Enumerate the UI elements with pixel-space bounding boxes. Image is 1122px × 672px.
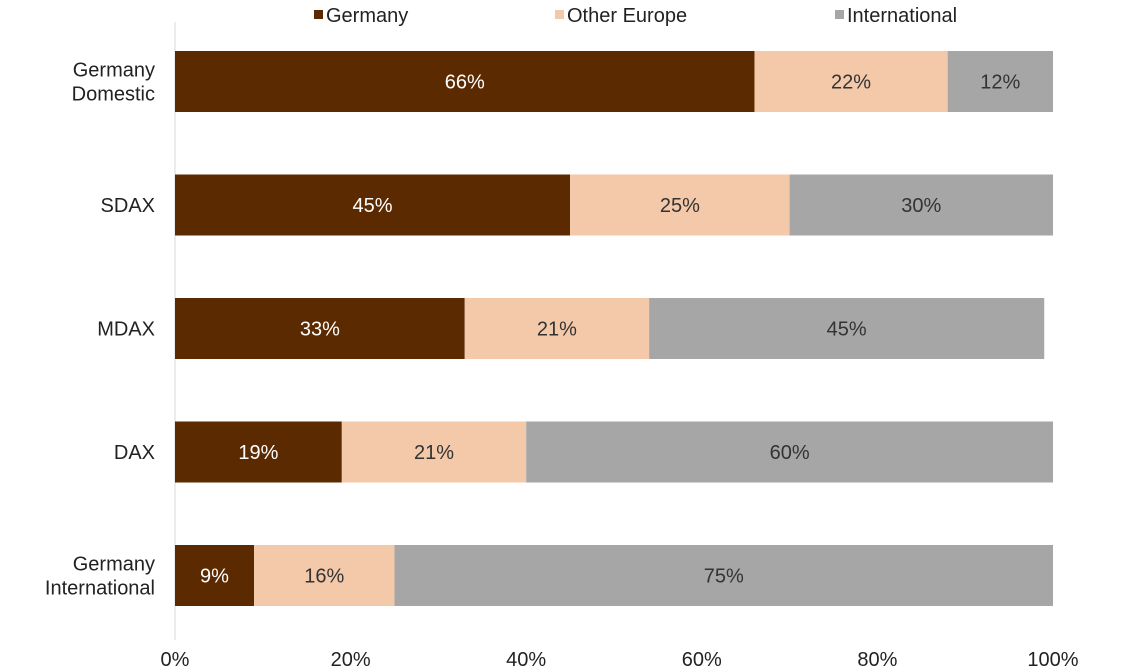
- data-label: 60%: [770, 442, 810, 464]
- category-label: SDAX: [101, 195, 155, 217]
- bar-segment-other-europe: [754, 51, 948, 112]
- x-tick-label: 100%: [1027, 649, 1078, 671]
- data-label: 25%: [660, 195, 700, 217]
- x-tick-label: 0%: [161, 649, 190, 671]
- data-label: 16%: [304, 566, 344, 588]
- data-label: 12%: [980, 72, 1020, 94]
- legend-swatch: [835, 10, 844, 19]
- bar-segment-international: [526, 421, 1053, 483]
- bar-segment-other-europe: [254, 545, 395, 606]
- bar-segment-other-europe: [464, 298, 650, 359]
- x-tick-labels: 0% 20% 40% 60% 80% 100%: [161, 649, 1079, 671]
- category-labels: Germany Domestic SDAX MDAX DAX Germany Interna…: [45, 60, 155, 600]
- legend-item-international: International: [835, 5, 957, 27]
- data-label: 21%: [414, 442, 454, 464]
- bar-segment-germany: [175, 421, 342, 483]
- bar-segment-germany: [175, 545, 255, 606]
- legend-swatch: [314, 10, 323, 19]
- category-label: MDAX: [97, 319, 155, 341]
- bar-segment-international: [649, 298, 1045, 359]
- legend-item-other-europe: Other Europe: [555, 5, 687, 27]
- data-label: 22%: [831, 72, 871, 94]
- category-label: DAX: [114, 442, 155, 464]
- bar-segment-germany: [175, 174, 571, 236]
- x-tick-label: 80%: [857, 649, 897, 671]
- bar-segment-other-europe: [570, 174, 790, 236]
- bars-group: 66% 22% 12% 45% 25% 30% 33% 21% 45% 19% 21% 60% 9% 16…: [175, 51, 1053, 606]
- x-tick-label: 40%: [506, 649, 546, 671]
- data-label: 21%: [537, 319, 577, 341]
- data-label: 45%: [353, 195, 393, 217]
- x-tick-label: 60%: [682, 649, 722, 671]
- x-tick-label: 20%: [331, 649, 371, 671]
- bar-segment-international: [789, 174, 1053, 236]
- category-label: Germany Domestic: [72, 60, 155, 106]
- data-label: 19%: [238, 442, 278, 464]
- legend-item-germany: Germany: [314, 5, 408, 27]
- data-label: 9%: [200, 566, 229, 588]
- data-label: 75%: [704, 566, 744, 588]
- legend: Germany Other Europe International: [314, 5, 957, 27]
- legend-label: International: [847, 5, 957, 27]
- bar-segment-other-europe: [341, 421, 527, 483]
- legend-swatch: [555, 10, 564, 19]
- legend-label: Germany: [326, 5, 408, 27]
- data-label: 66%: [445, 72, 485, 94]
- data-label: 33%: [300, 319, 340, 341]
- bar-segment-germany: [175, 51, 755, 112]
- bar-segment-germany: [175, 298, 465, 359]
- legend-label: Other Europe: [567, 5, 687, 27]
- data-label: 45%: [827, 319, 867, 341]
- bar-segment-international: [394, 545, 1053, 606]
- data-label: 30%: [901, 195, 941, 217]
- category-label: Germany International: [45, 554, 155, 600]
- bar-segment-international: [947, 51, 1053, 112]
